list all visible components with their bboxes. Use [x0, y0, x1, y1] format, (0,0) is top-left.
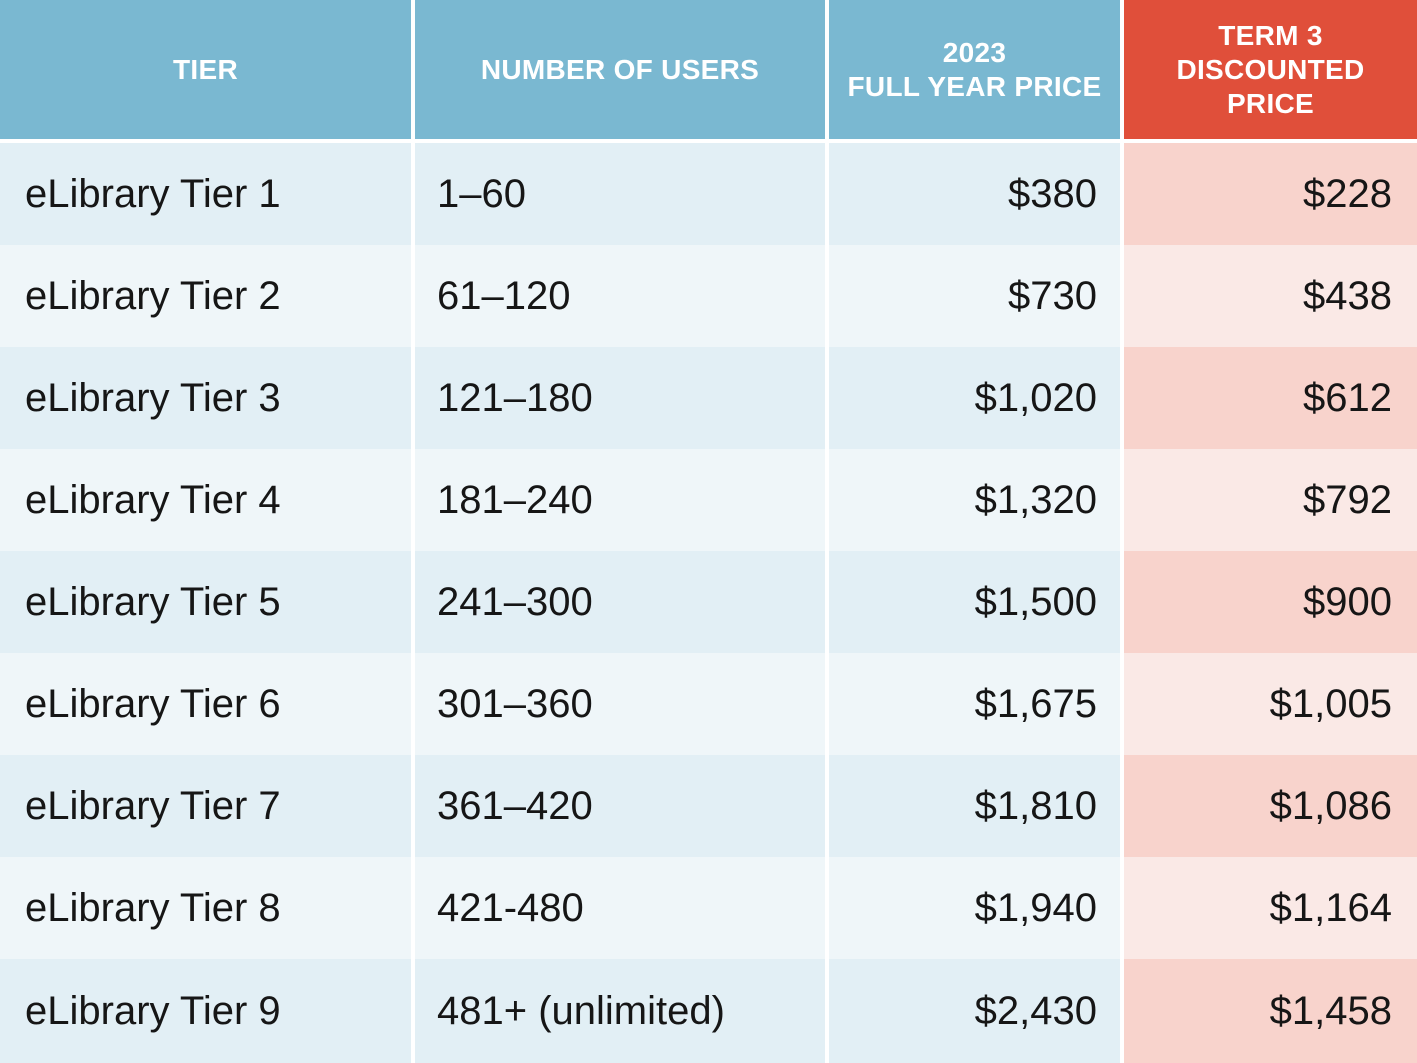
cell-full-year-price: $2,430 — [829, 959, 1120, 1063]
header-discounted-price: TERM 3 DISCOUNTED PRICE — [1124, 0, 1417, 139]
cell-discounted-price: $228 — [1124, 143, 1417, 245]
table-row: eLibrary Tier 1 1–60 $380 $228 — [0, 143, 1417, 245]
cell-discounted-price: $900 — [1124, 551, 1417, 653]
cell-tier: eLibrary Tier 2 — [0, 245, 411, 347]
cell-discounted-price: $1,458 — [1124, 959, 1417, 1063]
cell-discounted-price: $612 — [1124, 347, 1417, 449]
cell-tier: eLibrary Tier 9 — [0, 959, 411, 1063]
table-row: eLibrary Tier 5 241–300 $1,500 $900 — [0, 551, 1417, 653]
cell-full-year-price: $1,500 — [829, 551, 1120, 653]
cell-tier: eLibrary Tier 1 — [0, 143, 411, 245]
table-header-row: TIER NUMBER OF USERS 2023 FULL YEAR PRIC… — [0, 0, 1417, 139]
table-row: eLibrary Tier 4 181–240 $1,320 $792 — [0, 449, 1417, 551]
cell-full-year-price: $1,020 — [829, 347, 1120, 449]
header-full-year-price: 2023 FULL YEAR PRICE — [829, 0, 1120, 139]
table-row: eLibrary Tier 3 121–180 $1,020 $612 — [0, 347, 1417, 449]
cell-discounted-price: $1,164 — [1124, 857, 1417, 959]
cell-users: 481+ (unlimited) — [415, 959, 825, 1063]
cell-users: 61–120 — [415, 245, 825, 347]
cell-full-year-price: $1,320 — [829, 449, 1120, 551]
table-row: eLibrary Tier 7 361–420 $1,810 $1,086 — [0, 755, 1417, 857]
cell-tier: eLibrary Tier 8 — [0, 857, 411, 959]
cell-tier: eLibrary Tier 4 — [0, 449, 411, 551]
cell-users: 121–180 — [415, 347, 825, 449]
cell-users: 1–60 — [415, 143, 825, 245]
table-row: eLibrary Tier 8 421-480 $1,940 $1,164 — [0, 857, 1417, 959]
cell-full-year-price: $1,675 — [829, 653, 1120, 755]
cell-users: 361–420 — [415, 755, 825, 857]
cell-tier: eLibrary Tier 6 — [0, 653, 411, 755]
cell-tier: eLibrary Tier 5 — [0, 551, 411, 653]
cell-full-year-price: $380 — [829, 143, 1120, 245]
cell-users: 241–300 — [415, 551, 825, 653]
cell-tier: eLibrary Tier 7 — [0, 755, 411, 857]
table-body: eLibrary Tier 1 1–60 $380 $228 eLibrary … — [0, 143, 1417, 1063]
cell-users: 421-480 — [415, 857, 825, 959]
cell-tier: eLibrary Tier 3 — [0, 347, 411, 449]
cell-discounted-price: $438 — [1124, 245, 1417, 347]
header-number-of-users: NUMBER OF USERS — [415, 0, 825, 139]
cell-users: 181–240 — [415, 449, 825, 551]
table-row: eLibrary Tier 9 481+ (unlimited) $2,430 … — [0, 959, 1417, 1063]
cell-discounted-price: $1,086 — [1124, 755, 1417, 857]
table-row: eLibrary Tier 2 61–120 $730 $438 — [0, 245, 1417, 347]
header-tier: TIER — [0, 0, 411, 139]
cell-full-year-price: $1,940 — [829, 857, 1120, 959]
cell-full-year-price: $1,810 — [829, 755, 1120, 857]
cell-discounted-price: $1,005 — [1124, 653, 1417, 755]
cell-full-year-price: $730 — [829, 245, 1120, 347]
cell-discounted-price: $792 — [1124, 449, 1417, 551]
table-row: eLibrary Tier 6 301–360 $1,675 $1,005 — [0, 653, 1417, 755]
cell-users: 301–360 — [415, 653, 825, 755]
